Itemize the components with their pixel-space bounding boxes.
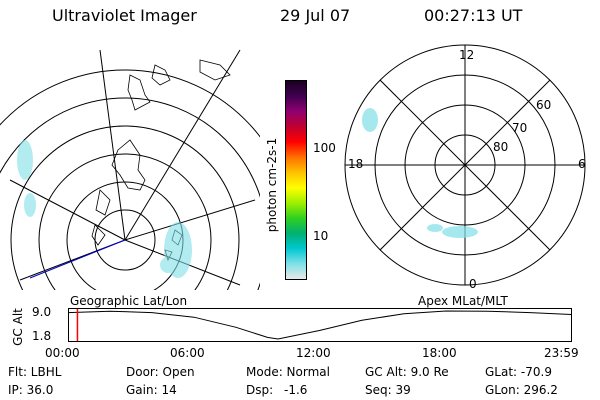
seq-info: Seq: 39 (365, 383, 411, 397)
timeline-xtick-2359: 23:59 (544, 346, 579, 360)
geographic-map (0, 49, 260, 290)
timeline-xtick-1800: 18:00 (422, 346, 457, 360)
lat-label-60: 60 (536, 98, 552, 112)
lat-label-70: 70 (512, 121, 528, 135)
lat-label-80: 80 (493, 140, 509, 154)
dsp-label: Dsp: (246, 383, 274, 397)
colorbar-gradient (286, 81, 306, 279)
time-label: 00:27:13 UT (424, 6, 523, 25)
mlt-label-6: 6 (578, 157, 586, 171)
mlt-label-12: 12 (459, 48, 475, 62)
timeline-xtick-0000: 00:00 (45, 346, 80, 360)
timeline-xtick-0600: 06:00 (170, 346, 205, 360)
filter-info: Flt: LBHL (8, 365, 62, 379)
magnetic-polar-plot (344, 44, 586, 286)
magnetic-panel-label: Apex MLat/MLT (418, 294, 508, 308)
timeline-ylabel: GC Alt (11, 308, 25, 346)
instrument-title: Ultraviolet Imager (52, 6, 197, 25)
door-info: Door: Open (126, 365, 195, 379)
colorbar (285, 80, 307, 280)
glon-info: GLon: 296.2 (485, 383, 558, 397)
altitude-curve (68, 310, 572, 340)
timeline-frame (68, 308, 572, 342)
dsp-value: -1.6 (284, 383, 308, 397)
timeline-ytick-1-8: 1.8 (32, 329, 52, 343)
timeline-ytick-9: 9.0 (32, 305, 52, 319)
ip-info: IP: 36.0 (8, 383, 54, 397)
date-label: 29 Jul 07 (280, 6, 351, 25)
timeline-xtick-1200: 12:00 (296, 346, 331, 360)
mlt-label-0: 0 (469, 277, 477, 291)
colorbar-tick-100: 100 (313, 141, 336, 155)
mode-info: Mode: Normal (246, 365, 330, 379)
geographic-panel-label: Geographic Lat/Lon (70, 294, 188, 308)
mlt-label-18: 18 (348, 157, 364, 171)
gain-info: Gain: 14 (126, 383, 177, 397)
colorbar-tick-10: 10 (313, 229, 329, 243)
gc-alt-info: GC Alt: 9.0 Re (365, 365, 449, 379)
colorbar-label: photon cm-2s-1 (265, 137, 279, 233)
glat-info: GLat: -70.9 (485, 365, 552, 379)
timeline-plot (68, 308, 572, 342)
